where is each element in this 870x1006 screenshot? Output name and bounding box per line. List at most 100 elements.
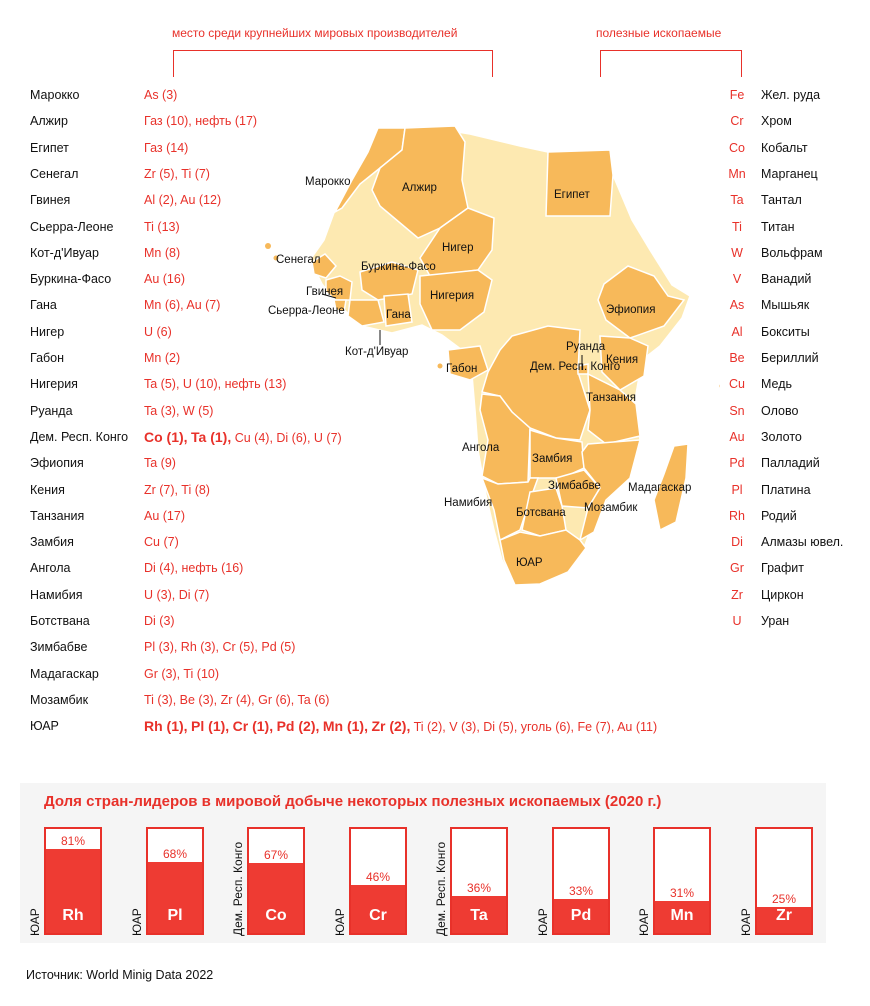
production-ranks: Zr (5), Ti (7) bbox=[144, 166, 210, 181]
production-ranks: Ta (3), W (5) bbox=[144, 403, 214, 418]
map-label: Гвинея bbox=[306, 286, 343, 298]
production-ranks: Al (2), Au (12) bbox=[144, 193, 222, 208]
bar-category-label: Rh bbox=[62, 907, 84, 924]
map-island bbox=[273, 255, 279, 261]
bar-zr: 25% Zr bbox=[755, 827, 813, 935]
production-ranks: Газ (10), нефть (17) bbox=[144, 114, 258, 129]
country-name: Кот-д'Ивуар bbox=[30, 245, 99, 260]
production-ranks: Mn (2) bbox=[144, 351, 181, 365]
header-rank-bracket bbox=[173, 50, 493, 77]
bar-co: 67% Co bbox=[247, 827, 305, 935]
map-label: Алжир bbox=[402, 182, 437, 194]
bar-category-label: Ta bbox=[470, 907, 488, 924]
production-ranks: Di (4), нефть (16) bbox=[144, 561, 244, 576]
leading-rank: Zr (2), bbox=[371, 718, 411, 735]
map-label: Нигерия bbox=[430, 290, 474, 302]
country-name: Танзания bbox=[30, 508, 85, 523]
mineral-symbol: Pl bbox=[731, 482, 743, 497]
mineral-symbol: Ti bbox=[732, 219, 742, 234]
mineral-symbol: Be bbox=[729, 351, 745, 365]
bar-fill bbox=[452, 896, 506, 933]
country-name: Нигер bbox=[30, 324, 65, 339]
country-name: Сенегал bbox=[30, 166, 79, 181]
country-production: Al (2), Au (12) bbox=[144, 191, 221, 209]
mineral-name: Бокситы bbox=[761, 324, 810, 339]
leading-rank: Rh (1), bbox=[144, 718, 188, 735]
bar-country-label: ЮАР bbox=[739, 908, 753, 936]
bar-country-label: ЮАР bbox=[130, 908, 144, 936]
production-ranks: Ti (13) bbox=[144, 219, 180, 234]
map-label: Мадагаскар bbox=[628, 482, 691, 494]
country-production: Ti (3), Be (3), Zr (4), Gr (6), Ta (6) bbox=[144, 691, 329, 709]
map-label: Дем. Респ. Конго bbox=[530, 361, 620, 373]
mineral-name: Платина bbox=[761, 482, 811, 497]
map-label: Ботсвана bbox=[516, 507, 566, 519]
map-label: Кения bbox=[606, 354, 638, 366]
leading-rank: Cr (1), bbox=[232, 718, 274, 735]
mineral-symbol: U bbox=[732, 614, 742, 628]
mineral-symbol: Gr bbox=[730, 561, 744, 576]
map-label: Руанда bbox=[566, 341, 606, 353]
leading-rank: Pd (2), bbox=[276, 718, 320, 735]
map-island bbox=[437, 363, 443, 369]
country-name: Ангола bbox=[30, 561, 71, 576]
mineral-name: Алмазы ювел. bbox=[761, 535, 844, 550]
header-rank: место среди крупнейших мировых производи… bbox=[172, 26, 458, 40]
production-ranks: Pl (3), Rh (3), Cr (5), Pd (5) bbox=[144, 640, 296, 655]
mineral-name: Медь bbox=[761, 377, 793, 392]
bar-country-label: ЮАР bbox=[333, 908, 347, 936]
mineral-symbol: Ta bbox=[730, 193, 744, 208]
country-production: Mn (8) bbox=[144, 244, 180, 262]
production-ranks: Mn (8) bbox=[144, 245, 181, 260]
leading-rank: Mn (1), bbox=[322, 718, 368, 735]
production-ranks: Zr (7), Ti (8) bbox=[144, 482, 210, 497]
bar-fill bbox=[554, 899, 608, 933]
country-production: Zr (7), Ti (8) bbox=[144, 481, 210, 499]
country-name: Марокко bbox=[30, 88, 80, 102]
bar-category-label: Pd bbox=[570, 907, 592, 924]
mineral-name: Марганец bbox=[761, 166, 818, 181]
map-label: Танзания bbox=[586, 392, 636, 404]
map-label: Зимбабве bbox=[548, 480, 601, 492]
map-label: Замбия bbox=[532, 453, 572, 465]
bar-value-label: 25% bbox=[771, 892, 797, 906]
map-region-namibia bbox=[480, 476, 540, 542]
country-name: Нигерия bbox=[30, 377, 78, 392]
map-label: Сьерра-Леоне bbox=[268, 305, 345, 317]
map-label: Сенегал bbox=[276, 254, 321, 266]
mineral-name: Графит bbox=[761, 561, 804, 576]
production-ranks: Mn (6), Au (7) bbox=[144, 298, 221, 313]
country-production: Au (17) bbox=[144, 507, 185, 525]
bar-fill bbox=[249, 863, 303, 933]
mineral-name: Бериллий bbox=[761, 351, 819, 365]
bar-fill bbox=[655, 901, 709, 933]
country-production: Ti (13) bbox=[144, 218, 180, 236]
mineral-name: Жел. руда bbox=[761, 88, 821, 102]
map-region-kenya bbox=[599, 335, 649, 391]
mineral-name: Титан bbox=[761, 219, 795, 234]
production-ranks: As (3) bbox=[144, 88, 178, 102]
header-minerals-bracket bbox=[600, 50, 742, 77]
map-region-senegal bbox=[311, 253, 337, 279]
bar-ta: 36% Ta bbox=[450, 827, 508, 935]
map-label: Нигер bbox=[442, 242, 473, 254]
country-production: Газ (10), нефть (17) bbox=[144, 112, 257, 130]
africa-map: Марокко Алжир Египет Сенегал Буркина-Фас… bbox=[265, 125, 720, 586]
country-name: Зимбабве bbox=[30, 640, 88, 655]
production-ranks: Cu (7) bbox=[144, 535, 179, 550]
mineral-name: Уран bbox=[761, 614, 790, 628]
country-production: Gr (3), Ti (10) bbox=[144, 665, 219, 683]
bar-category-label: Pl bbox=[167, 907, 183, 924]
map-label: Ангола bbox=[462, 442, 500, 454]
mineral-symbol: V bbox=[732, 272, 742, 287]
country-name: Египет bbox=[30, 140, 69, 155]
country-name: Намибия bbox=[30, 587, 83, 602]
country-production: U (6) bbox=[144, 323, 172, 341]
map-label: Кот-д'Ивуар bbox=[345, 346, 408, 358]
map-region-tanzania bbox=[587, 372, 641, 445]
bar-pl: 68% Pl bbox=[146, 827, 204, 935]
mineral-name: Олово bbox=[761, 403, 799, 418]
country-name: Буркина-Фасо bbox=[30, 272, 112, 287]
production-ranks: Cu (4), Di (6), U (7) bbox=[234, 430, 342, 445]
country-production: Zr (5), Ti (7) bbox=[144, 165, 210, 183]
